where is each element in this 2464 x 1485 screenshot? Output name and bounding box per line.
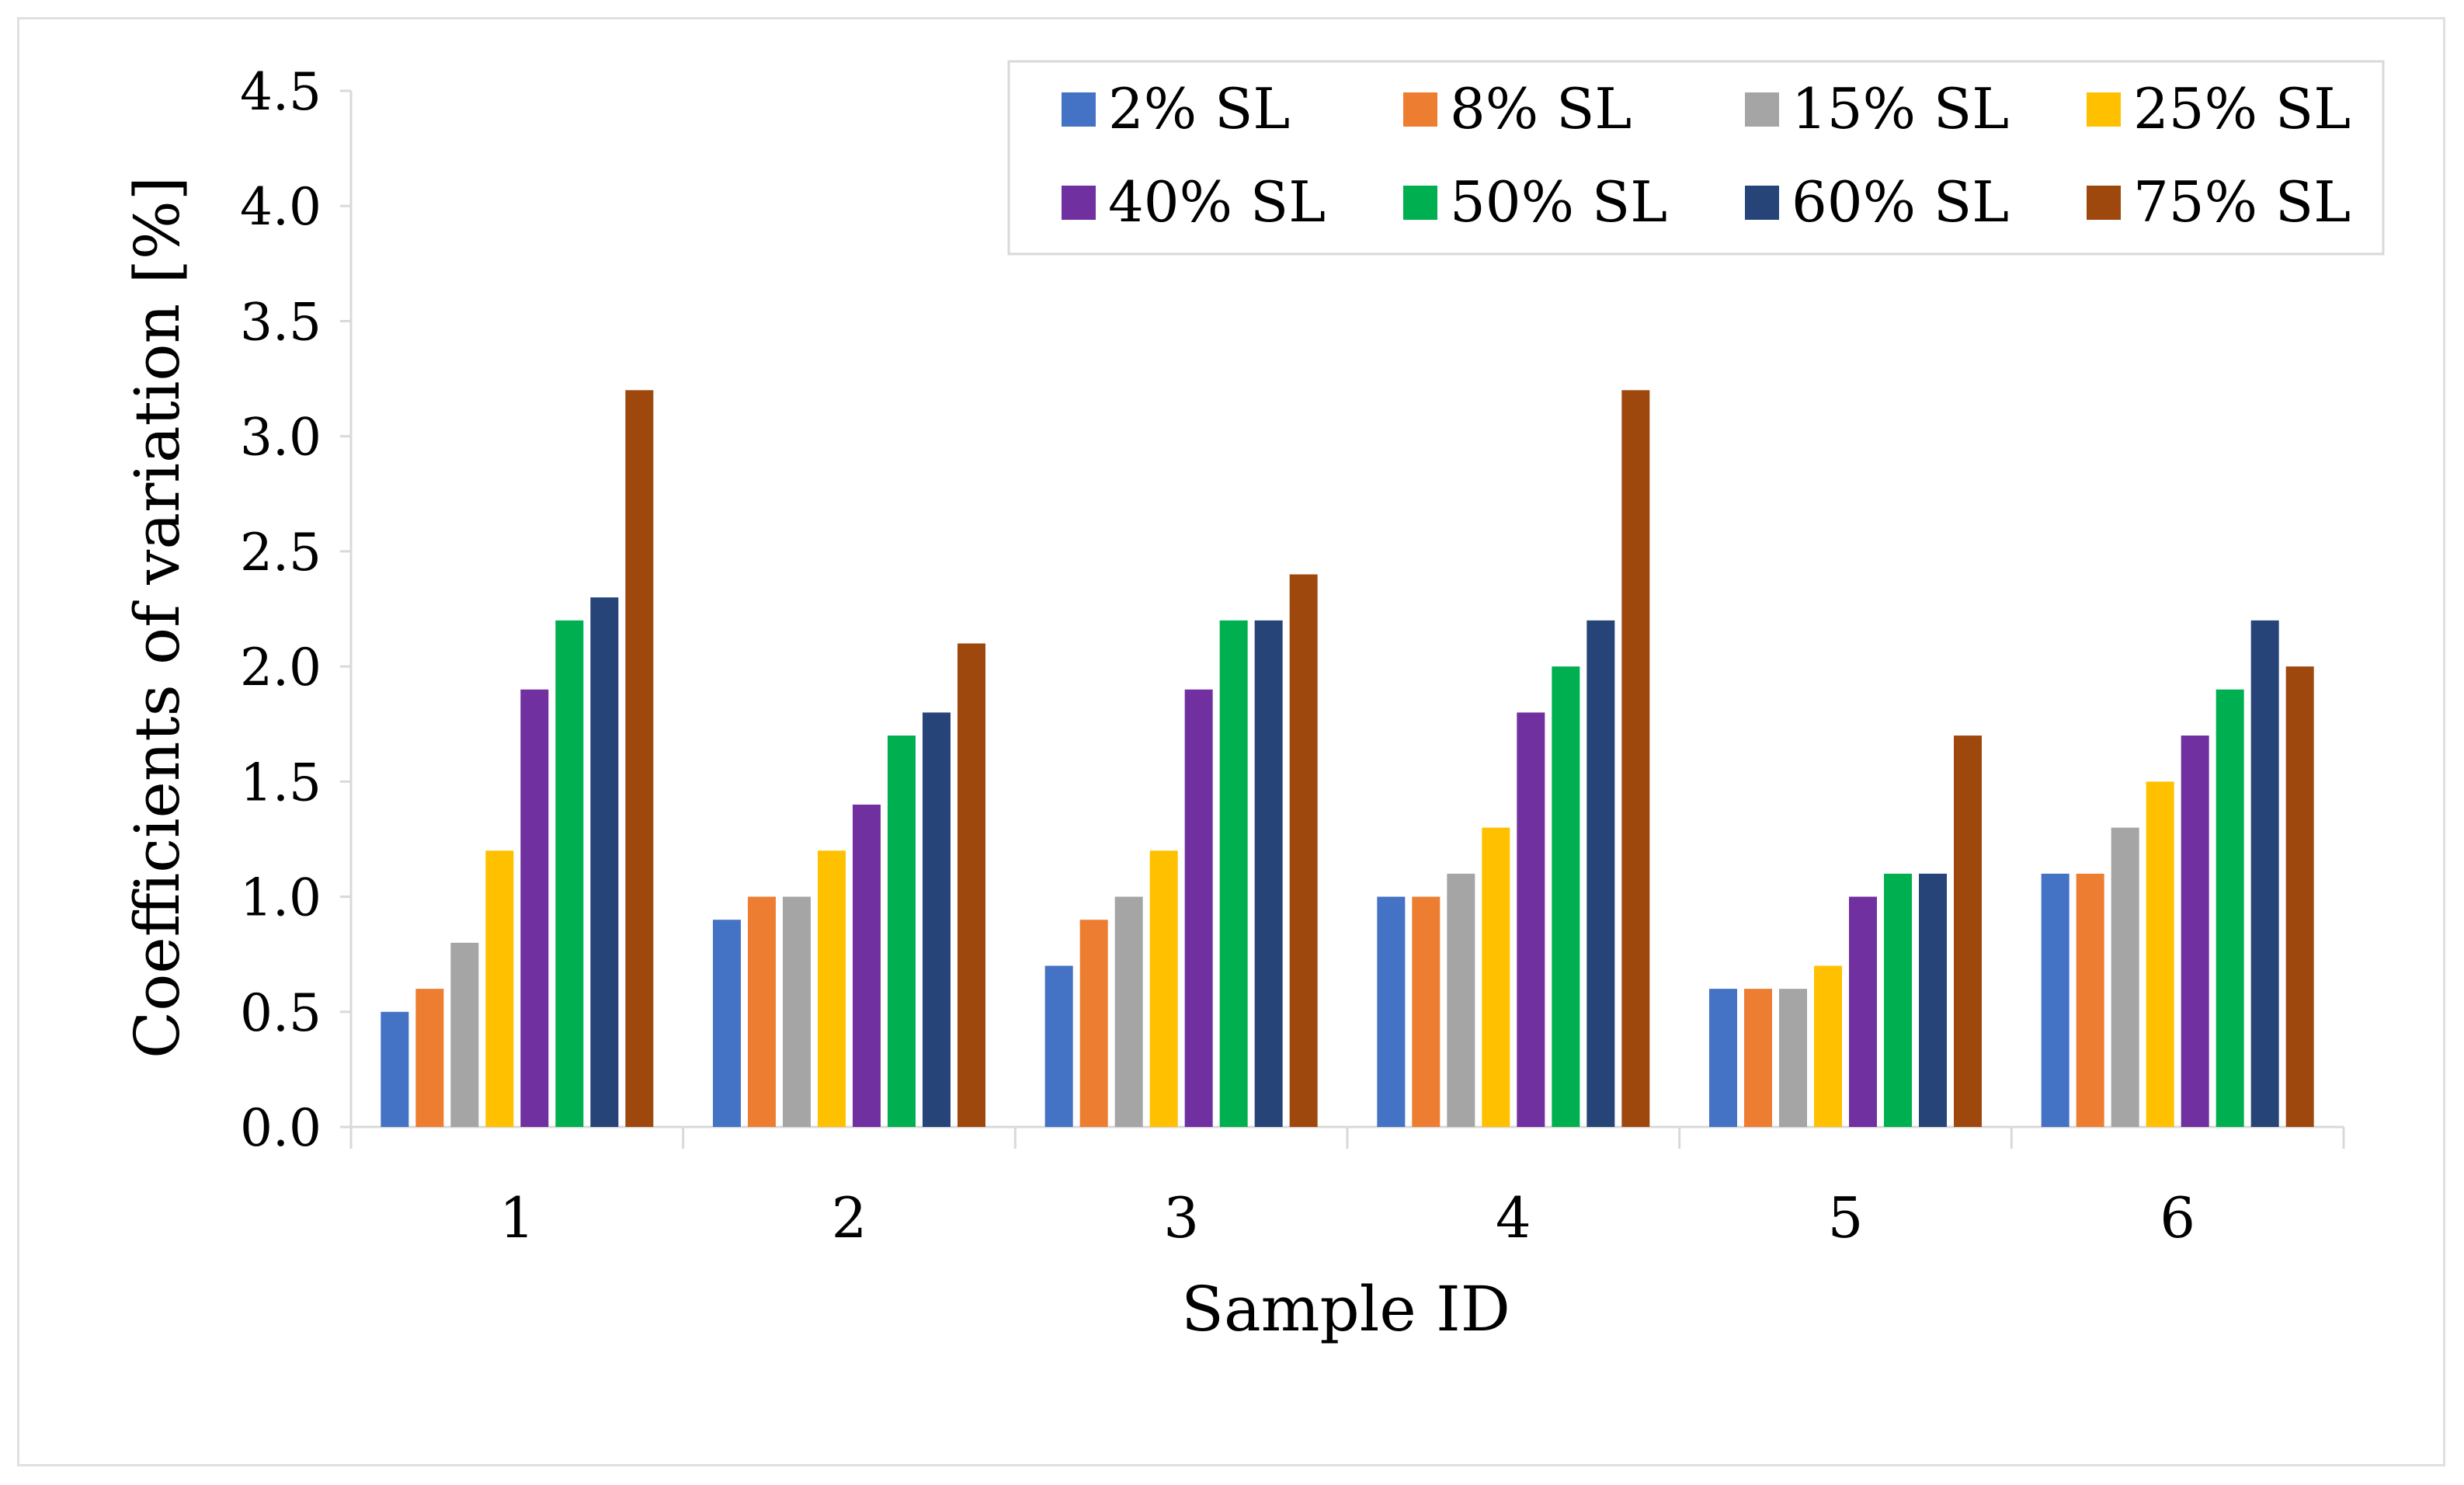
bar (1919, 873, 1947, 1127)
bar (2076, 873, 2104, 1127)
bar (748, 896, 776, 1127)
y-tick-label: 0.0 (240, 1098, 321, 1158)
bar (783, 896, 811, 1127)
bar (381, 1011, 409, 1127)
legend-swatch (1403, 186, 1437, 220)
axes: 0.0 0.5 1.0 1.5 2.0 2.5 3.0 3.5 4.0 4.5 1 2 3 4 5 6 (240, 62, 2345, 1250)
x-tick-label: 6 (2160, 1185, 2195, 1250)
bar (888, 736, 916, 1127)
legend-label: 15% SL (1792, 76, 2009, 141)
bar (1377, 896, 1406, 1127)
bar (1517, 712, 1545, 1127)
bar (1254, 620, 1283, 1127)
bar (1709, 989, 1737, 1127)
bar (1114, 896, 1143, 1127)
bar (2041, 873, 2070, 1127)
legend-swatch (2087, 186, 2121, 220)
bar (590, 597, 619, 1127)
bar (520, 689, 549, 1127)
x-tick-label: 4 (1496, 1185, 1531, 1250)
bar (818, 850, 846, 1127)
bar (2146, 781, 2174, 1127)
legend-swatch (1062, 92, 1096, 127)
bar (555, 620, 584, 1127)
y-tick-label: 3.5 (240, 292, 321, 352)
bars (381, 390, 2314, 1127)
bar (1814, 965, 1842, 1127)
legend-label: 40% SL (1108, 169, 1326, 235)
bar (1447, 873, 1475, 1127)
y-tick-label: 2.0 (240, 638, 321, 697)
x-axis-title: Sample ID (1181, 1273, 1510, 1345)
legend-label: 50% SL (1450, 169, 1667, 235)
bar (1184, 689, 1213, 1127)
chart-frame: 0.0 0.5 1.0 1.5 2.0 2.5 3.0 3.5 4.0 4.5 1 2 3 4 5 6 2% … (17, 17, 2445, 1466)
y-tick-label: 1.0 (240, 868, 321, 928)
bar (1779, 989, 1807, 1127)
y-tick-label: 0.5 (240, 983, 321, 1043)
bar (2181, 736, 2209, 1127)
y-tick-label: 1.5 (240, 753, 321, 812)
bar (1849, 896, 1877, 1127)
bar (485, 850, 514, 1127)
bar (2216, 689, 2244, 1127)
bar (1412, 896, 1441, 1127)
bar (853, 804, 881, 1127)
bar (450, 942, 479, 1127)
bar (713, 920, 741, 1127)
legend-label: 2% SL (1108, 76, 1290, 141)
bar (1884, 873, 1912, 1127)
y-tick-label: 4.5 (240, 62, 321, 122)
bar (2250, 620, 2279, 1127)
legend-box (1007, 60, 2385, 256)
bar (1044, 965, 1073, 1127)
bar (1079, 920, 1108, 1127)
legend-label: 75% SL (2133, 169, 2351, 235)
bar (1621, 390, 1650, 1127)
x-tick-label: 1 (499, 1185, 535, 1250)
bar-chart: 0.0 0.5 1.0 1.5 2.0 2.5 3.0 3.5 4.0 4.5 1 2 3 4 5 6 2% … (121, 60, 2385, 1345)
legend-label: 25% SL (2133, 76, 2351, 141)
legend-label: 8% SL (1450, 76, 1632, 141)
bar (415, 989, 444, 1127)
legend-label: 60% SL (1792, 169, 2009, 235)
y-tick-label: 4.0 (240, 177, 321, 237)
bar (1219, 620, 1248, 1127)
bar (1586, 620, 1615, 1127)
bar (2111, 827, 2139, 1127)
y-tick-label: 3.0 (240, 408, 321, 468)
legend: 2% SL 8% SL 15% SL 25% SL 40% SL 50% SL 60% SL… (1007, 60, 2385, 256)
bar (625, 390, 654, 1127)
legend-swatch (1403, 92, 1437, 127)
legend-swatch (1062, 186, 1096, 220)
x-tick-label: 3 (1163, 1185, 1199, 1250)
bar (957, 643, 985, 1127)
bar (1149, 850, 1178, 1127)
y-tick-label: 2.5 (240, 523, 321, 583)
bar (1482, 827, 1510, 1127)
bar (1289, 574, 1318, 1127)
legend-swatch (1745, 186, 1779, 220)
bar (1552, 666, 1580, 1127)
bar (923, 712, 950, 1127)
x-tick-label: 2 (832, 1185, 867, 1250)
bar (1744, 989, 1772, 1127)
y-axis-title: Coefficients of variation [%] (121, 176, 193, 1059)
legend-swatch (1745, 92, 1779, 127)
bar (1954, 736, 1982, 1127)
legend-swatch (2087, 92, 2121, 127)
x-tick-label: 5 (1828, 1185, 1864, 1250)
bar (2285, 666, 2314, 1127)
